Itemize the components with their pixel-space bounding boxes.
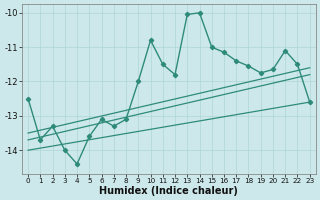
X-axis label: Humidex (Indice chaleur): Humidex (Indice chaleur)	[100, 186, 238, 196]
